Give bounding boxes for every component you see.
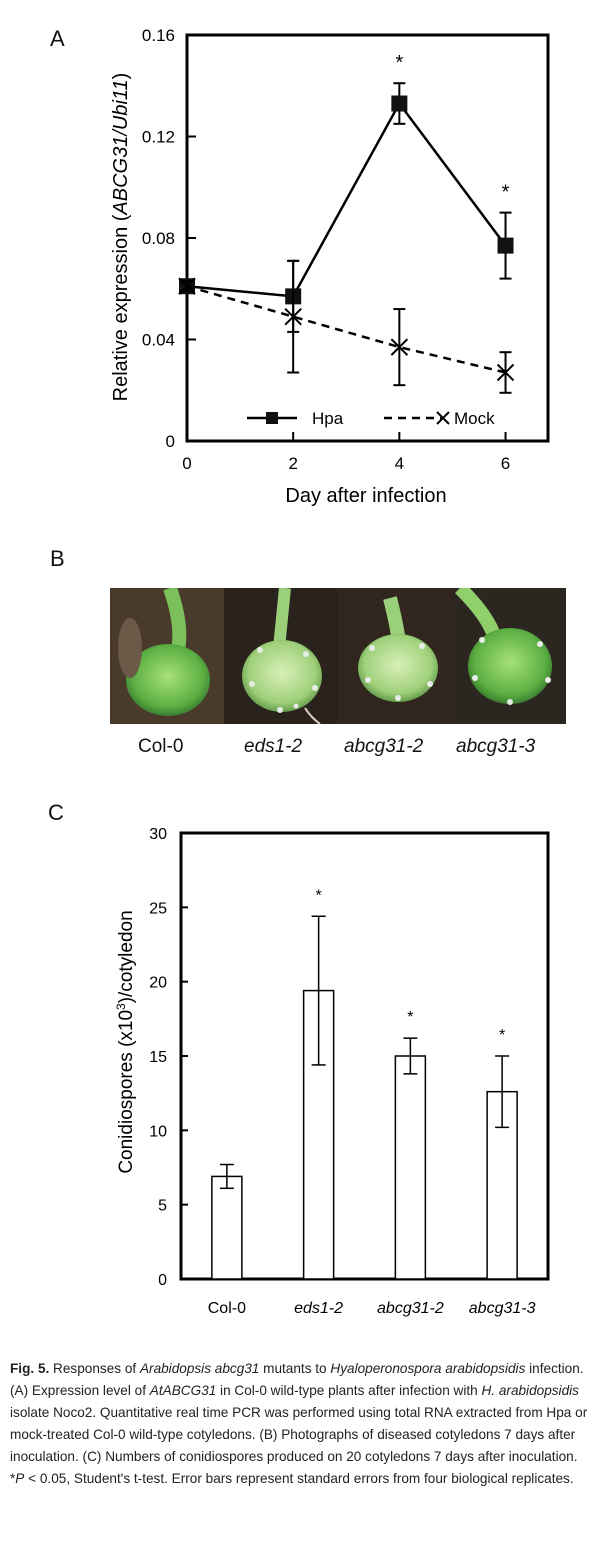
chart-a-plot-frame (185, 33, 550, 443)
series-line-mock (186, 285, 506, 374)
bar-col-0 (211, 1175, 243, 1280)
data-point-mock (496, 363, 515, 382)
chart-a-ytick-label: 0 (166, 432, 175, 451)
data-point-mock (284, 307, 302, 326)
chart-c-ylabel: Conidiospores (x103)/cotyledon (114, 910, 137, 1173)
significance-star: * (395, 52, 403, 74)
chart-c-ytick-label: 5 (158, 1198, 167, 1215)
chart-c-ytick-label: 15 (149, 1049, 167, 1066)
panel-b-label: B (50, 546, 65, 571)
chart-a-ylabel: Relative expression (ABCG31/Ubi11) (110, 73, 132, 402)
chart-a-xtick-label: 2 (288, 454, 297, 473)
significance-star: * (502, 182, 510, 204)
figure-caption: Fig. 5. Responses of Arabidopsis abcg31 … (10, 1361, 588, 1486)
chart-c-ytick-label: 25 (149, 900, 167, 917)
chart-a-xlabel: Day after infection (285, 485, 446, 507)
chart-a-ytick-label: 0.16 (142, 26, 175, 45)
photo-label-col0: Col-0 (138, 736, 184, 757)
significance-star: * (407, 1009, 413, 1026)
photo-col0 (110, 588, 224, 724)
legend-label-hpa: Hpa (312, 409, 344, 428)
photo-label-abcg31-3: abcg31-3 (456, 736, 536, 757)
panel-a-label: A (50, 26, 65, 51)
chart-a-ytick-label: 0.08 (142, 229, 175, 248)
significance-star: * (499, 1027, 505, 1044)
chart-c-category-label: Col-0 (208, 1300, 246, 1317)
legend-marker-hpa (266, 412, 278, 424)
chart-c-ytick-label: 10 (149, 1123, 167, 1140)
cotyledon-photo-strip (110, 588, 566, 724)
significance-star: * (316, 887, 322, 904)
photo-label-eds1-2: eds1-2 (244, 736, 303, 757)
chart-a-xtick-label: 6 (501, 454, 510, 473)
photo-eds1-2 (224, 588, 338, 724)
chart-a-ytick-label: 0.12 (142, 128, 175, 147)
chart-c-ytick-label: 20 (149, 975, 167, 992)
photo-abcg31-2 (338, 588, 452, 724)
chart-c-category-label: eds1-2 (294, 1300, 343, 1317)
chart-c-category-label: abcg31-2 (377, 1300, 444, 1317)
data-point-mock (390, 338, 409, 356)
chart-c-ytick-label: 30 (149, 826, 167, 843)
legend-label-mock: Mock (454, 409, 495, 428)
chart-a-xtick-label: 0 (182, 454, 191, 473)
data-point-hpa (391, 95, 408, 112)
data-point-mock (178, 277, 196, 295)
series-line-hpa (186, 101, 507, 298)
photo-abcg31-3 (452, 588, 566, 724)
chart-a-xtick-label: 4 (395, 454, 404, 473)
chart-c-category-label: abcg31-3 (469, 1300, 536, 1317)
panel-c-label: C (48, 800, 64, 825)
bar-chart-conidiospores: 0 5 10 15 20 25 30 Col-0 * eds1-2 * abcg31-2 * abcg3… (114, 826, 550, 1317)
legend-marker-mock (436, 411, 450, 425)
photo-label-abcg31-2: abcg31-2 (344, 736, 424, 757)
chart-c-ytick-label: 0 (158, 1272, 167, 1289)
data-point-hpa (497, 237, 514, 254)
chart-a-ytick-label: 0.04 (142, 331, 175, 350)
line-chart-expression: 0 0.04 0.08 0.12 0.16 0 2 4 6 * * Hpa Mock Day aft… (110, 26, 550, 507)
bar-abcg31-2 (394, 1055, 427, 1280)
